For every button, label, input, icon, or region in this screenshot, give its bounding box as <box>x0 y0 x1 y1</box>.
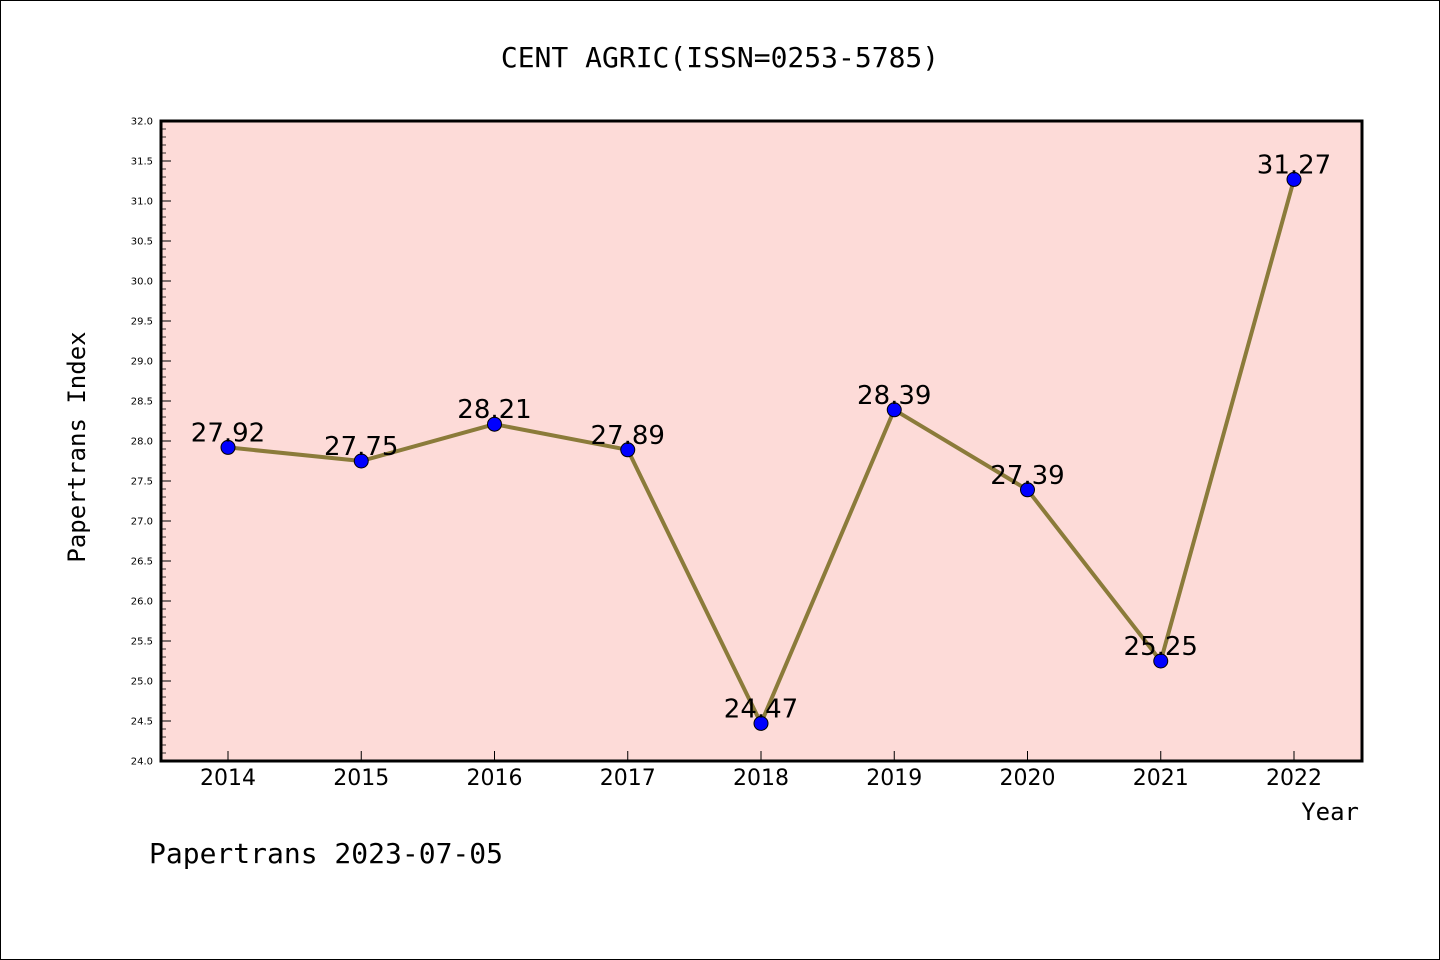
data-label: 27.89 <box>591 421 665 451</box>
y-tick-label: 30.0 <box>131 277 153 288</box>
series-group: 27.92 27.75 28.21 27.89 24.47 28.39 27.39 25.25… <box>191 150 1331 731</box>
data-point <box>1286 171 1302 187</box>
data-label: 28.21 <box>457 395 531 425</box>
data-point <box>753 715 769 731</box>
y-tick-label: 27.5 <box>131 477 153 488</box>
data-label: 31.27 <box>1257 150 1331 180</box>
x-tick-label: 2022 <box>1266 766 1322 791</box>
x-tick-label: 2020 <box>1000 766 1056 791</box>
y-tick-label: 30.5 <box>131 237 153 248</box>
data-label: 27.75 <box>324 432 398 462</box>
y-tick-label: 31.5 <box>131 157 153 168</box>
y-axis: 24.0 24.5 25.0 25.5 26.0 26.5 27.0 27.5 28.0 28.5… <box>131 117 171 768</box>
y-tick-label: 24.5 <box>131 717 153 728</box>
x-axis-title: Year <box>1301 798 1359 826</box>
x-tick-label: 2018 <box>733 766 789 791</box>
data-label: 27.92 <box>191 418 265 448</box>
y-tick-label: 25.5 <box>131 637 153 648</box>
data-point <box>620 442 636 458</box>
data-label: 25.25 <box>1124 632 1198 662</box>
data-point <box>1153 653 1169 669</box>
data-point <box>487 416 502 432</box>
y-axis-title: Papertrans Index <box>63 331 91 562</box>
x-tick-label: 2017 <box>600 766 656 791</box>
data-label: 27.39 <box>990 461 1064 491</box>
y-tick-label: 26.0 <box>131 597 153 608</box>
data-point <box>886 402 902 418</box>
y-tick-label: 28.5 <box>131 397 153 408</box>
x-tick-label: 2014 <box>200 766 256 791</box>
data-point <box>220 439 236 455</box>
y-tick-label: 31.0 <box>131 197 153 208</box>
x-tick-label: 2015 <box>333 766 389 791</box>
plot-border <box>159 119 1364 763</box>
chart-title: CENT AGRIC(ISSN=0253-5785) <box>501 41 939 74</box>
footer-label: Papertrans 2023-07-05 <box>149 837 503 870</box>
y-tick-label: 29.0 <box>131 357 153 368</box>
data-label: 28.39 <box>857 381 931 411</box>
y-tick-label: 27.0 <box>131 517 153 528</box>
data-label: 24.47 <box>724 694 798 724</box>
data-point <box>1020 482 1035 498</box>
y-tick-label: 24.0 <box>131 757 153 768</box>
data-point <box>353 453 369 469</box>
y-tick-label: 25.0 <box>131 677 153 688</box>
y-tick-label: 29.5 <box>131 317 153 328</box>
x-tick-label: 2019 <box>866 766 922 791</box>
y-tick-label: 32.0 <box>131 117 153 128</box>
x-axis: 2014 2015 2016 2017 2018 2019 2020 2021 2022 <box>200 751 1322 791</box>
y-tick-label: 26.5 <box>131 557 153 568</box>
x-tick-label: 2021 <box>1133 766 1189 791</box>
x-tick-label: 2016 <box>467 766 523 791</box>
y-tick-label: 28.0 <box>131 437 153 448</box>
